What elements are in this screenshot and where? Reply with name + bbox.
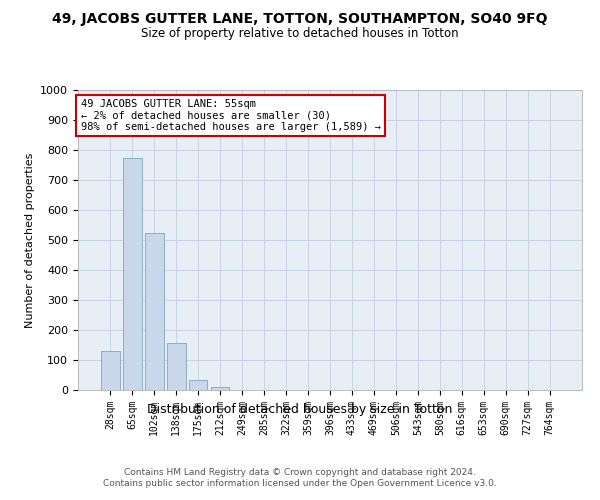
Y-axis label: Number of detached properties: Number of detached properties: [25, 152, 35, 328]
Text: Contains HM Land Registry data © Crown copyright and database right 2024.
Contai: Contains HM Land Registry data © Crown c…: [103, 468, 497, 487]
Text: 49, JACOBS GUTTER LANE, TOTTON, SOUTHAMPTON, SO40 9FQ: 49, JACOBS GUTTER LANE, TOTTON, SOUTHAMP…: [52, 12, 548, 26]
Bar: [123, 158, 142, 390]
Bar: [167, 342, 185, 390]
Bar: [101, 351, 119, 390]
Text: 49 JACOBS GUTTER LANE: 55sqm
← 2% of detached houses are smaller (30)
98% of sem: 49 JACOBS GUTTER LANE: 55sqm ← 2% of det…: [80, 99, 380, 132]
Bar: [189, 380, 208, 390]
Bar: [211, 387, 229, 390]
Text: Size of property relative to detached houses in Totton: Size of property relative to detached ho…: [141, 28, 459, 40]
Bar: [145, 232, 164, 390]
Text: Distribution of detached houses by size in Totton: Distribution of detached houses by size …: [148, 402, 452, 415]
